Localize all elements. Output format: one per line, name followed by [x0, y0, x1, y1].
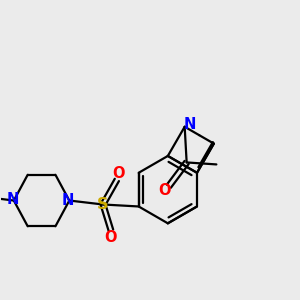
Text: N: N	[61, 193, 74, 208]
Text: N: N	[184, 117, 196, 132]
Text: O: O	[104, 230, 116, 245]
Text: S: S	[97, 197, 109, 212]
Text: N: N	[7, 192, 19, 207]
Text: O: O	[112, 167, 125, 182]
Text: O: O	[159, 184, 171, 199]
